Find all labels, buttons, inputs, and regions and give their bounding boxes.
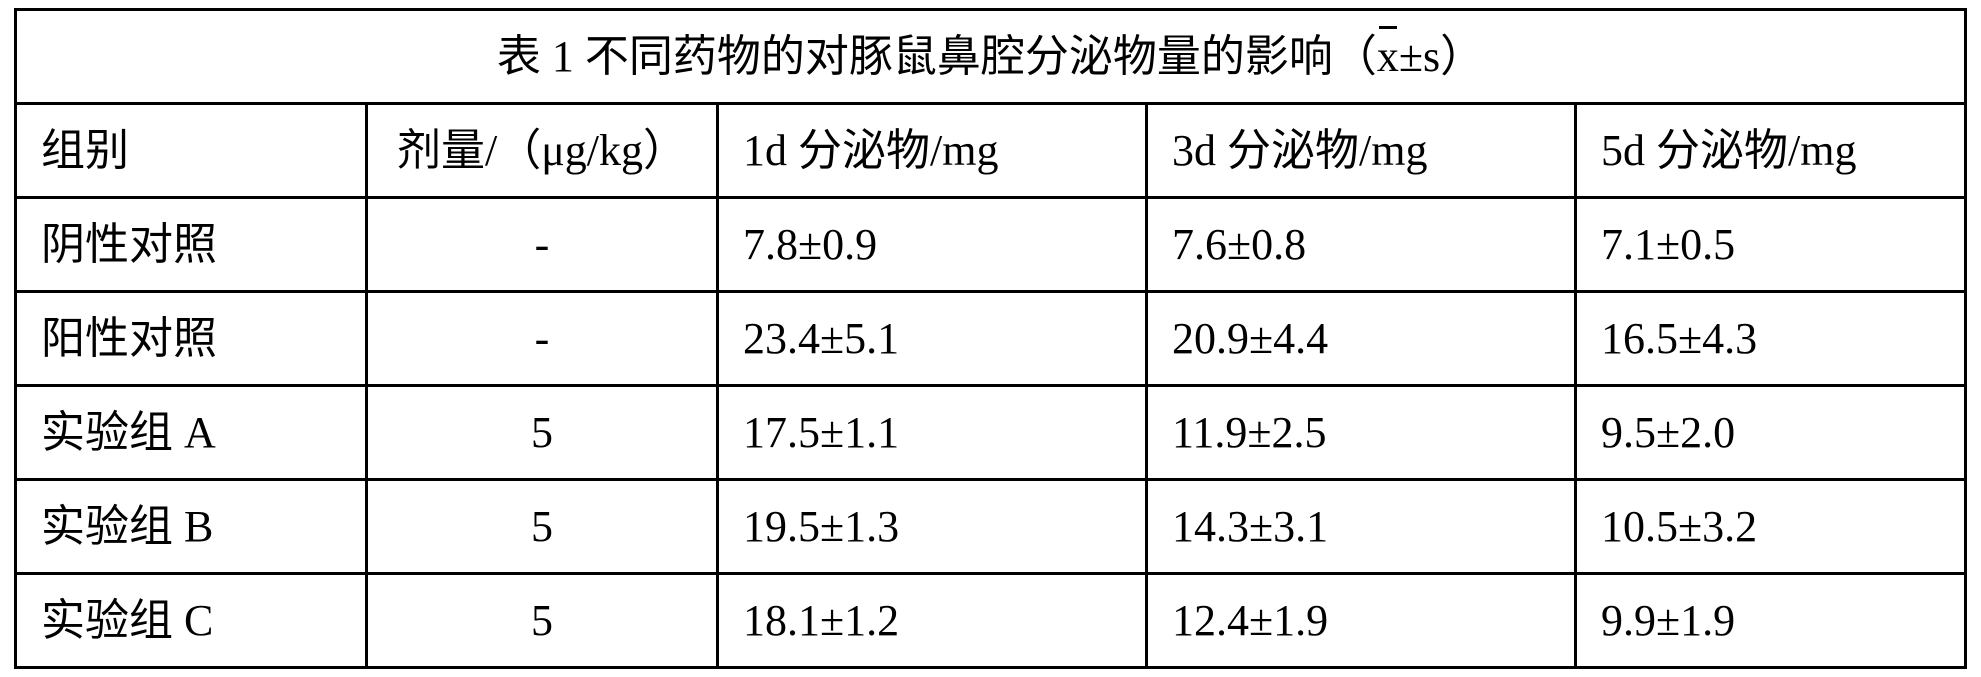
cell-3d: 11.9±2.5 (1147, 386, 1576, 480)
col-header-5d: 5d 分泌物/mg (1576, 104, 1966, 198)
table-row: 实验组 C 5 18.1±1.2 12.4±1.9 9.9±1.9 (16, 574, 1966, 668)
cell-dose: 5 (367, 386, 718, 480)
table-row: 实验组 A 5 17.5±1.1 11.9±2.5 9.5±2.0 (16, 386, 1966, 480)
cell-5d: 9.5±2.0 (1576, 386, 1966, 480)
cell-dose: - (367, 292, 718, 386)
cell-5d: 9.9±1.9 (1576, 574, 1966, 668)
cell-3d: 14.3±3.1 (1147, 480, 1576, 574)
table-row: 实验组 B 5 19.5±1.3 14.3±3.1 10.5±3.2 (16, 480, 1966, 574)
table-title-cell: 表 1 不同药物的对豚鼠鼻腔分泌物量的影响（x±s） (16, 10, 1966, 104)
cell-group: 阴性对照 (16, 198, 367, 292)
col-header-3d: 3d 分泌物/mg (1147, 104, 1576, 198)
table-body: 阴性对照 - 7.8±0.9 7.6±0.8 7.1±0.5 阳性对照 - 23… (16, 198, 1966, 668)
col-header-1d: 1d 分泌物/mg (718, 104, 1147, 198)
cell-1d: 7.8±0.9 (718, 198, 1147, 292)
table-header-row: 组别 剂量/（μg/kg） 1d 分泌物/mg 3d 分泌物/mg 5d 分泌物… (16, 104, 1966, 198)
cell-dose: - (367, 198, 718, 292)
cell-1d: 19.5±1.3 (718, 480, 1147, 574)
table-title-row: 表 1 不同药物的对豚鼠鼻腔分泌物量的影响（x±s） (16, 10, 1966, 104)
table-title-pm: ±s） (1399, 32, 1484, 81)
cell-5d: 7.1±0.5 (1576, 198, 1966, 292)
table-row: 阳性对照 - 23.4±5.1 20.9±4.4 16.5±4.3 (16, 292, 1966, 386)
col-header-dose: 剂量/（μg/kg） (367, 104, 718, 198)
cell-group: 实验组 C (16, 574, 367, 668)
cell-3d: 7.6±0.8 (1147, 198, 1576, 292)
data-table: 表 1 不同药物的对豚鼠鼻腔分泌物量的影响（x±s） 组别 剂量/（μg/kg）… (14, 8, 1967, 669)
cell-group: 实验组 B (16, 480, 367, 574)
table-wrapper: 表 1 不同药物的对豚鼠鼻腔分泌物量的影响（x±s） 组别 剂量/（μg/kg）… (0, 0, 1981, 677)
table-title-prefix: 表 1 不同药物的对豚鼠鼻腔分泌物量的影响（ (497, 32, 1377, 81)
x-bar-symbol: x (1377, 29, 1399, 84)
cell-1d: 23.4±5.1 (718, 292, 1147, 386)
cell-dose: 5 (367, 574, 718, 668)
cell-1d: 17.5±1.1 (718, 386, 1147, 480)
table-row: 阴性对照 - 7.8±0.9 7.6±0.8 7.1±0.5 (16, 198, 1966, 292)
cell-group: 实验组 A (16, 386, 367, 480)
cell-group: 阳性对照 (16, 292, 367, 386)
cell-3d: 20.9±4.4 (1147, 292, 1576, 386)
cell-5d: 16.5±4.3 (1576, 292, 1966, 386)
col-header-group: 组别 (16, 104, 367, 198)
cell-1d: 18.1±1.2 (718, 574, 1147, 668)
cell-3d: 12.4±1.9 (1147, 574, 1576, 668)
cell-dose: 5 (367, 480, 718, 574)
cell-5d: 10.5±3.2 (1576, 480, 1966, 574)
